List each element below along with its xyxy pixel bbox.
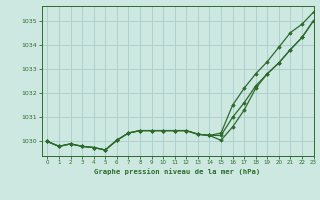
X-axis label: Graphe pression niveau de la mer (hPa): Graphe pression niveau de la mer (hPa)	[94, 168, 261, 175]
